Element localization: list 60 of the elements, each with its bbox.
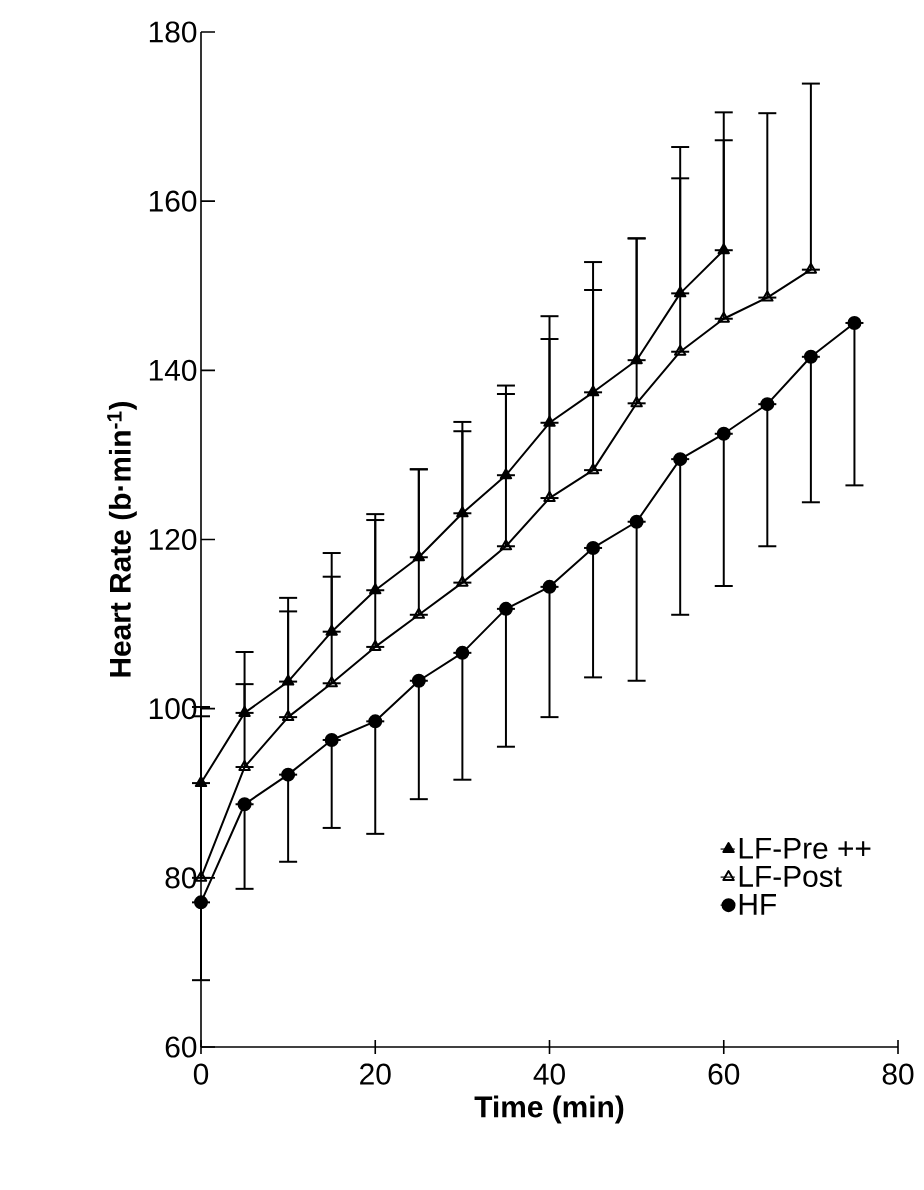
point: [499, 539, 513, 551]
y-tick-label: 160: [149, 190, 197, 212]
point: [803, 349, 818, 364]
y-tick-label: 180: [149, 21, 197, 43]
point: [760, 397, 775, 412]
x-axis-title: Time (min): [474, 1095, 624, 1124]
point: [674, 286, 687, 298]
y-axis-title: Heart Rate (b·min$^{-1}$): [107, 401, 137, 677]
point: [499, 468, 513, 480]
point: [281, 767, 296, 782]
legend-label: LF-Pre ++: [739, 838, 871, 859]
legend-label: HF: [739, 894, 776, 915]
y-tick-label: 60: [165, 1036, 197, 1058]
point: [717, 243, 730, 255]
point: [586, 385, 600, 397]
point: [630, 353, 643, 365]
point: [586, 540, 601, 555]
point: [543, 491, 556, 503]
point: [456, 506, 469, 518]
point: [238, 760, 251, 772]
point: [237, 797, 252, 812]
point: [411, 673, 426, 688]
point: [586, 463, 600, 475]
point: [543, 415, 556, 427]
point: [325, 624, 338, 636]
point: [369, 639, 382, 651]
point: [716, 426, 731, 441]
x-tick-label: 60: [708, 1063, 740, 1085]
point: [281, 674, 295, 686]
y-tick-label: 140: [149, 359, 197, 381]
y-tick-label: 120: [149, 528, 197, 551]
point: [368, 714, 383, 729]
point: [194, 776, 208, 788]
x-tick-label: 0: [193, 1063, 209, 1085]
point: [455, 645, 470, 660]
point: [281, 710, 295, 722]
point: [673, 452, 688, 467]
legend-label: LF-Post: [739, 866, 842, 887]
point: [630, 396, 643, 408]
point: [847, 315, 862, 330]
point: [324, 732, 339, 747]
y-tick-label: 100: [149, 698, 197, 720]
x-tick-label: 80: [882, 1063, 914, 1085]
point: [629, 514, 644, 529]
point: [456, 575, 469, 587]
point: [194, 895, 208, 910]
point: [761, 290, 774, 302]
point: [412, 607, 426, 619]
point: [325, 676, 338, 688]
point: [412, 550, 426, 562]
point: [369, 583, 382, 595]
x-tick-label: 40: [533, 1063, 565, 1085]
y-tick-label: 80: [165, 867, 197, 889]
point: [717, 311, 730, 323]
point: [804, 262, 818, 274]
point: [542, 579, 557, 594]
point: [238, 705, 251, 717]
x-tick-label: 20: [360, 1063, 391, 1085]
point: [674, 344, 687, 356]
point: [498, 601, 513, 616]
